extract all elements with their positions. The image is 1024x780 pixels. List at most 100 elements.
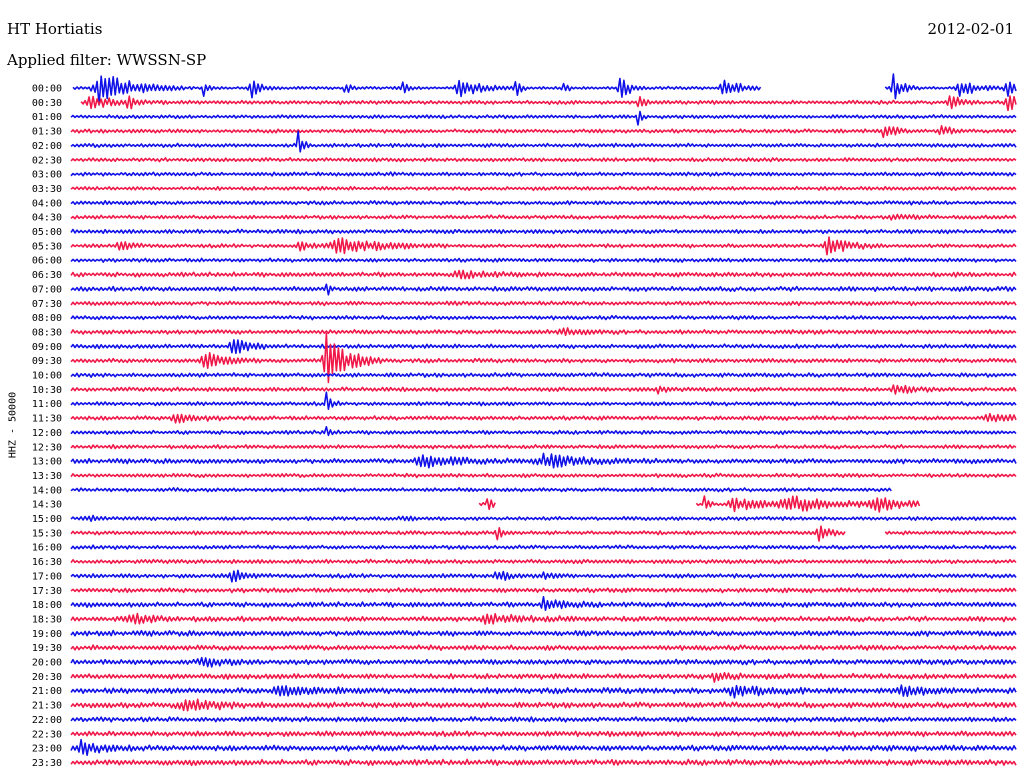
trace-line-2000	[70, 656, 1017, 668]
time-tick-label: 05:30	[32, 241, 62, 252]
time-tick-label: 16:00	[32, 543, 62, 554]
time-tick-label: 11:30	[32, 414, 62, 425]
time-tick-label: 04:30	[32, 213, 62, 224]
time-tick-label: 01:30	[32, 127, 62, 138]
time-tick-label: 19:30	[32, 643, 62, 654]
time-tick-label: 18:30	[32, 614, 62, 625]
time-tick-label: 09:30	[32, 356, 62, 367]
time-tick-label: 01:00	[32, 112, 62, 123]
time-tick-label: 06:00	[32, 256, 62, 267]
time-tick-label: 02:00	[32, 141, 62, 152]
trace-line-1400	[70, 487, 892, 493]
trace-line-2100	[70, 684, 1017, 699]
time-tick-label: 09:00	[32, 342, 62, 353]
trace-line-0530	[70, 236, 1017, 256]
trace-line-1530	[70, 525, 1017, 542]
time-tick-label: 14:00	[32, 485, 62, 496]
trace-line-1930	[70, 644, 1017, 651]
time-tick-label: 02:30	[32, 155, 62, 166]
time-tick-label: 00:30	[32, 98, 62, 109]
trace-line-0100	[70, 110, 1017, 126]
trace-line-0600	[70, 257, 1017, 263]
time-tick-label: 03:00	[32, 170, 62, 181]
time-tick-label: 12:00	[32, 428, 62, 439]
station-title: HT Hortiatis	[7, 20, 103, 38]
time-tick-label: 22:30	[32, 729, 62, 740]
trace-line-1300	[70, 452, 1017, 469]
time-tick-label: 22:00	[32, 715, 62, 726]
time-tick-label: 06:30	[32, 270, 62, 281]
trace-line-0130	[70, 125, 1017, 139]
time-tick-label: 19:00	[32, 629, 62, 640]
time-tick-label: 13:30	[32, 471, 62, 482]
time-tick-label: 14:30	[32, 500, 62, 511]
time-tick-label: 04:00	[32, 198, 62, 209]
trace-line-2230	[70, 730, 1017, 738]
time-tick-label: 21:30	[32, 701, 62, 712]
trace-line-0300	[70, 171, 1017, 177]
trace-line-1600	[70, 544, 1017, 550]
time-tick-label: 10:00	[32, 371, 62, 382]
trace-line-1100	[70, 391, 1017, 410]
trace-line-1830	[70, 612, 1017, 625]
trace-line-2200	[70, 716, 1017, 723]
trace-line-1730	[70, 587, 1017, 594]
time-tick-label: 23:30	[32, 758, 62, 769]
time-tick-label: 23:00	[32, 744, 62, 755]
trace-line-0930	[70, 332, 1017, 384]
time-tick-label: 08:00	[32, 313, 62, 324]
trace-line-0800	[70, 314, 1017, 321]
date-label: 2012-02-01	[927, 20, 1014, 38]
trace-line-0430	[70, 213, 1017, 221]
trace-line-1630	[70, 558, 1017, 565]
trace-line-0400	[70, 200, 1017, 206]
trace-line-2300	[70, 738, 1017, 756]
time-tick-label: 03:30	[32, 184, 62, 195]
time-tick-label: 00:00	[32, 84, 62, 95]
trace-line-2330	[70, 758, 1017, 767]
time-tick-label: 17:30	[32, 586, 62, 597]
trace-line-0330	[70, 185, 1017, 192]
time-tick-label: 18:00	[32, 600, 62, 611]
time-tick-label: 07:30	[32, 299, 62, 310]
trace-line-0230	[70, 157, 1017, 163]
trace-line-2130	[70, 698, 1017, 712]
trace-line-1430	[478, 495, 921, 513]
trace-line-0500	[70, 228, 1017, 235]
time-tick-label: 15:30	[32, 528, 62, 539]
time-tick-label: 10:30	[32, 385, 62, 396]
time-tick-label: 12:30	[32, 442, 62, 453]
trace-line-1030	[70, 384, 1017, 395]
trace-line-1700	[70, 569, 1017, 583]
trace-line-1800	[70, 596, 1017, 611]
trace-line-1500	[70, 514, 1017, 522]
time-tick-label: 13:00	[32, 457, 62, 468]
trace-line-0900	[70, 339, 1017, 355]
trace-line-0630	[70, 269, 1017, 280]
trace-line-0000	[72, 73, 1017, 106]
trace-line-0200	[70, 130, 1017, 153]
time-tick-label: 17:00	[32, 571, 62, 582]
time-tick-label: 07:00	[32, 284, 62, 295]
trace-line-0700	[70, 283, 1017, 296]
trace-line-0830	[70, 327, 1017, 336]
trace-line-1330	[70, 472, 1017, 479]
trace-line-1200	[70, 426, 1017, 437]
trace-line-0030	[80, 95, 1017, 112]
trace-line-1900	[70, 629, 1017, 637]
time-tick-label: 20:00	[32, 658, 62, 669]
time-tick-label: 11:00	[32, 399, 62, 410]
trace-line-1130	[70, 412, 1017, 424]
time-tick-label: 08:30	[32, 327, 62, 338]
time-tick-label: 15:00	[32, 514, 62, 525]
time-tick-label: 05:00	[32, 227, 62, 238]
trace-line-1000	[70, 372, 1017, 378]
filter-label: Applied filter: WWSSN-SP	[7, 51, 207, 69]
time-tick-label: 16:30	[32, 557, 62, 568]
trace-line-1230	[70, 444, 1017, 450]
trace-line-0730	[70, 300, 1017, 307]
trace-line-2030	[70, 672, 1017, 683]
time-tick-label: 20:30	[32, 672, 62, 683]
time-tick-label: 21:00	[32, 686, 62, 697]
